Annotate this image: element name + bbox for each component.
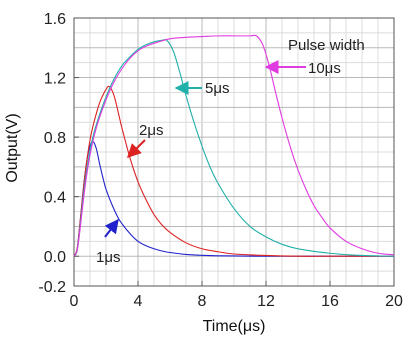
grid: [73, 17, 395, 287]
x-tick-label: 8: [198, 293, 207, 310]
x-tick-label: 0: [70, 293, 79, 310]
series-line-1: [73, 85, 394, 257]
annotation-label: 10μs: [308, 60, 341, 77]
annotation-label: Pulse width: [288, 37, 365, 54]
y-tick-label: 0.8: [44, 130, 66, 147]
plot-frame: [73, 17, 395, 287]
annotation-label: 1μs: [96, 249, 121, 266]
x-tick-label: 4: [134, 293, 143, 310]
tick-labels: 0 4 8 12 16 20 -0.2 0.0 0.4 0.8 1.2 1.6: [38, 11, 403, 310]
annotation-arrow: [127, 139, 146, 158]
y-tick-label: -0.2: [38, 279, 66, 296]
annotation-label: 2μs: [139, 122, 164, 139]
x-axis-label: Time(μs): [203, 318, 266, 335]
y-tick-label: 1.6: [44, 11, 66, 28]
series-layer: [73, 34, 395, 257]
annotation-label: 5μs: [205, 80, 230, 97]
x-tick-label: 20: [385, 293, 403, 310]
y-axis-label: Output(V): [4, 113, 21, 182]
x-tick-label: 12: [257, 293, 275, 310]
annotations: Pulse width 10μs 5μs 2μs 1μs: [96, 37, 365, 266]
y-tick-label: 1.2: [44, 71, 66, 88]
annotation-arrow: [104, 218, 119, 238]
series-line-0: [73, 140, 394, 257]
x-tick-label: 16: [321, 293, 339, 310]
y-tick-label: 0.0: [44, 249, 66, 266]
series-line-3: [73, 34, 395, 257]
y-tick-label: 0.4: [44, 190, 66, 207]
